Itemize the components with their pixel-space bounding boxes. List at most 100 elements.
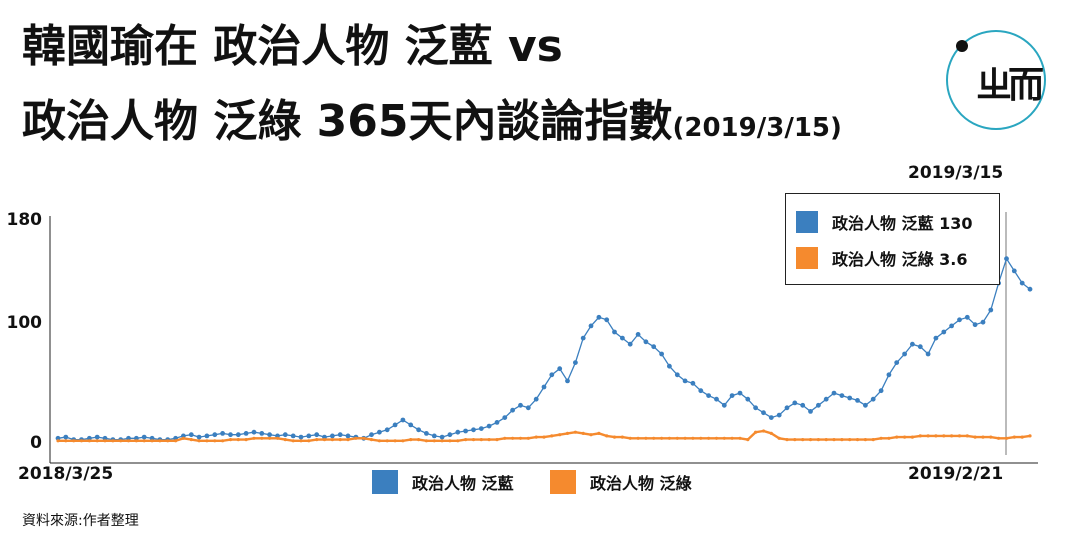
data-point-series-0 bbox=[886, 372, 892, 378]
data-point-series-1 bbox=[119, 439, 123, 443]
x-end-label: 2019/2/21 bbox=[908, 464, 1004, 484]
data-point-series-1 bbox=[354, 436, 358, 440]
bottom-legend-label-orange: 政治人物 泛綠 bbox=[590, 474, 692, 493]
data-point-series-0 bbox=[565, 378, 570, 384]
data-point-series-1 bbox=[542, 435, 546, 439]
data-point-series-1 bbox=[824, 438, 828, 442]
data-point-series-0 bbox=[424, 431, 429, 436]
data-point-series-1 bbox=[401, 439, 405, 443]
legend-label-orange: 政治人物 泛綠 3.6 bbox=[832, 250, 968, 269]
data-point-series-1 bbox=[417, 438, 421, 442]
data-point-series-0 bbox=[392, 422, 398, 428]
data-point-series-0 bbox=[902, 351, 907, 357]
data-point-series-0 bbox=[667, 363, 672, 369]
data-point-series-0 bbox=[549, 372, 555, 378]
y-tick-label: 0 bbox=[30, 433, 42, 453]
data-point-series-1 bbox=[1004, 436, 1009, 440]
data-point-series-0 bbox=[102, 435, 108, 441]
data-point-series-0 bbox=[149, 435, 155, 441]
data-point-series-0 bbox=[784, 405, 790, 411]
data-point-series-1 bbox=[440, 439, 444, 443]
data-point-series-0 bbox=[518, 402, 523, 408]
data-point-series-1 bbox=[393, 439, 397, 443]
data-point-series-1 bbox=[942, 434, 946, 438]
data-point-series-1 bbox=[268, 436, 272, 440]
data-point-series-1 bbox=[432, 439, 436, 443]
data-point-series-0 bbox=[792, 400, 798, 406]
data-point-series-0 bbox=[87, 435, 92, 441]
data-point-series-0 bbox=[972, 322, 978, 328]
data-point-series-0 bbox=[478, 426, 484, 431]
data-point-series-0 bbox=[596, 314, 602, 320]
data-point-series-0 bbox=[384, 427, 390, 433]
data-point-series-0 bbox=[823, 396, 829, 402]
data-point-series-0 bbox=[63, 434, 69, 440]
data-point-series-0 bbox=[282, 432, 288, 438]
data-point-series-0 bbox=[322, 434, 327, 440]
data-point-series-0 bbox=[455, 429, 461, 435]
data-point-series-1 bbox=[409, 438, 413, 442]
data-point-series-1 bbox=[871, 438, 875, 442]
data-point-series-0 bbox=[533, 396, 539, 402]
data-point-series-0 bbox=[964, 314, 970, 320]
data-point-series-0 bbox=[439, 434, 445, 440]
data-point-series-1 bbox=[848, 438, 852, 442]
data-point-series-1 bbox=[385, 439, 389, 443]
data-point-series-1 bbox=[746, 438, 750, 442]
data-point-series-0 bbox=[463, 428, 468, 434]
chart-title-line1: 韓國瑜在 政治人物 泛藍 vs bbox=[22, 21, 563, 72]
data-point-series-1 bbox=[934, 434, 938, 438]
legend-box: 政治人物 泛藍 130 政治人物 泛綠 3.6 bbox=[785, 193, 1000, 285]
data-point-series-0 bbox=[816, 402, 821, 408]
data-point-series-0 bbox=[925, 351, 931, 357]
data-point-series-0 bbox=[377, 429, 382, 435]
data-point-series-1 bbox=[840, 438, 844, 442]
data-point-series-1 bbox=[707, 436, 711, 440]
data-point-series-1 bbox=[793, 438, 797, 442]
data-point-series-0 bbox=[988, 307, 994, 313]
data-point-series-1 bbox=[965, 434, 969, 438]
data-point-series-1 bbox=[832, 438, 836, 442]
data-point-series-1 bbox=[518, 436, 523, 440]
data-point-series-1 bbox=[275, 436, 280, 440]
data-point-series-1 bbox=[636, 436, 640, 440]
data-point-series-1 bbox=[808, 438, 813, 442]
data-point-series-0 bbox=[753, 405, 758, 411]
data-point-series-0 bbox=[431, 433, 437, 439]
data-point-series-1 bbox=[322, 438, 327, 442]
data-point-series-1 bbox=[863, 438, 868, 442]
data-point-series-1 bbox=[503, 436, 507, 440]
data-point-series-1 bbox=[87, 439, 91, 443]
data-point-series-0 bbox=[933, 335, 939, 341]
data-point-series-1 bbox=[56, 439, 60, 443]
bottom-legend-swatch-blue bbox=[372, 470, 398, 494]
data-point-series-1 bbox=[565, 431, 570, 435]
data-point-series-1 bbox=[260, 436, 264, 440]
data-point-series-0 bbox=[204, 433, 210, 439]
data-point-series-0 bbox=[235, 432, 241, 438]
data-point-series-1 bbox=[228, 438, 233, 442]
data-point-series-1 bbox=[816, 438, 821, 442]
data-point-series-1 bbox=[213, 439, 217, 443]
data-point-series-1 bbox=[714, 436, 719, 440]
data-point-series-1 bbox=[338, 438, 342, 442]
data-point-series-0 bbox=[659, 351, 664, 357]
bottom-legend-item-blue: 政治人物 泛藍 bbox=[372, 470, 514, 494]
data-point-series-1 bbox=[612, 435, 617, 439]
annotation-date-top: 2019/3/15 bbox=[908, 163, 1004, 183]
data-point-series-1 bbox=[558, 433, 562, 437]
data-point-series-0 bbox=[682, 378, 688, 384]
bottom-legend-item-orange: 政治人物 泛綠 bbox=[550, 470, 692, 494]
data-point-series-1 bbox=[205, 439, 209, 443]
data-point-series-1 bbox=[252, 436, 256, 440]
data-point-series-0 bbox=[259, 431, 265, 436]
data-point-series-1 bbox=[895, 435, 899, 439]
data-point-series-0 bbox=[721, 402, 727, 408]
data-point-series-0 bbox=[267, 432, 272, 438]
data-point-series-0 bbox=[980, 319, 986, 325]
data-point-series-0 bbox=[949, 323, 954, 329]
data-point-series-1 bbox=[981, 435, 985, 439]
data-point-series-0 bbox=[510, 407, 515, 413]
data-point-series-1 bbox=[989, 435, 993, 439]
bottom-legend-label-blue: 政治人物 泛藍 bbox=[412, 474, 514, 493]
